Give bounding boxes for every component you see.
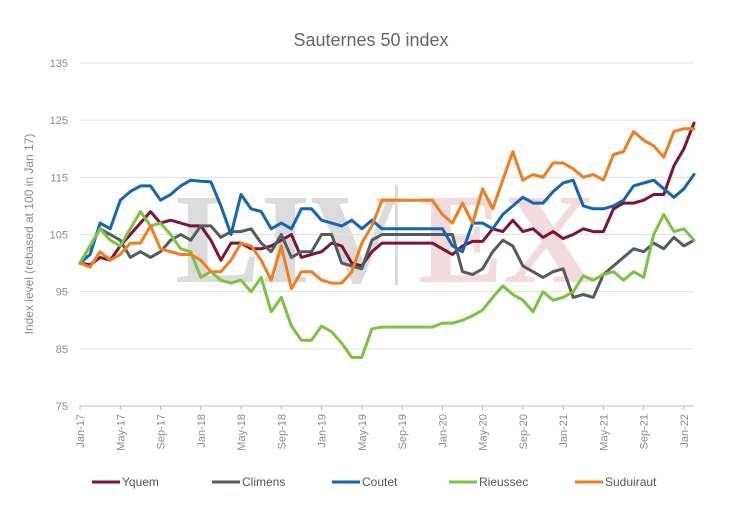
- series-line-yquem: [78, 121, 696, 268]
- legend-item-suduiraut: Suduiraut: [575, 475, 657, 489]
- y-tick-label: 85: [56, 344, 68, 356]
- x-tick-label: Sep-20: [518, 414, 530, 449]
- series-line-climens: [78, 224, 696, 299]
- y-axis-ticks: 75 85 95 105 115 125 135: [50, 58, 68, 413]
- x-tick-label: Jan-17: [75, 414, 87, 448]
- y-tick-label: 105: [50, 230, 68, 242]
- legend-item-yquem: Yquem: [92, 475, 159, 489]
- series-line-suduiraut: [78, 127, 696, 291]
- x-tick-label: Jan-22: [679, 414, 691, 448]
- legend-label: Coutet: [362, 475, 398, 489]
- y-tick-label: 135: [50, 58, 68, 70]
- legend-item-climens: Climens: [212, 475, 285, 489]
- x-tick-label: Sep-17: [156, 414, 168, 449]
- x-tick-label: May-17: [115, 414, 127, 451]
- x-axis-ticks: Jan-17 May-17 Sep-17 Jan-18 May-18 Sep-18 Jan-…: [75, 406, 691, 451]
- y-tick-label: 95: [56, 287, 68, 299]
- livex-watermark: LIV EX: [175, 168, 596, 310]
- series-line-coutet: [78, 173, 696, 265]
- x-tick-label: Jan-21: [558, 414, 570, 448]
- legend-label: Yquem: [122, 475, 159, 489]
- x-tick-label: Sep-18: [276, 414, 288, 449]
- chart-title: Sauternes 50 index: [293, 30, 448, 50]
- x-tick-label: Jan-19: [317, 414, 329, 448]
- y-tick-label: 75: [56, 401, 68, 413]
- x-tick-label: Jan-18: [196, 414, 208, 448]
- y-tick-label: 125: [50, 115, 68, 127]
- x-tick-label: May-20: [478, 414, 490, 451]
- x-tick-label: Sep-21: [639, 414, 651, 449]
- x-tick-label: Sep-19: [397, 414, 409, 449]
- y-axis-label: Index level (rebased at 100 in Jan 17): [22, 134, 36, 335]
- legend-item-rieussec: Rieussec: [449, 475, 528, 489]
- x-tick-label: May-19: [357, 414, 369, 451]
- y-tick-label: 115: [50, 172, 68, 184]
- x-tick-label: May-18: [236, 414, 248, 451]
- legend-item-coutet: Coutet: [332, 475, 398, 489]
- legend: Yquem Climens Coutet Rieussec Suduiraut: [92, 475, 657, 489]
- x-tick-label: Jan-20: [437, 414, 449, 448]
- series-lines: [78, 121, 696, 359]
- legend-label: Climens: [242, 475, 285, 489]
- legend-label: Rieussec: [479, 475, 528, 489]
- legend-label: Suduiraut: [605, 475, 657, 489]
- x-tick-label: May-21: [598, 414, 610, 451]
- series-line-rieussec: [78, 210, 696, 359]
